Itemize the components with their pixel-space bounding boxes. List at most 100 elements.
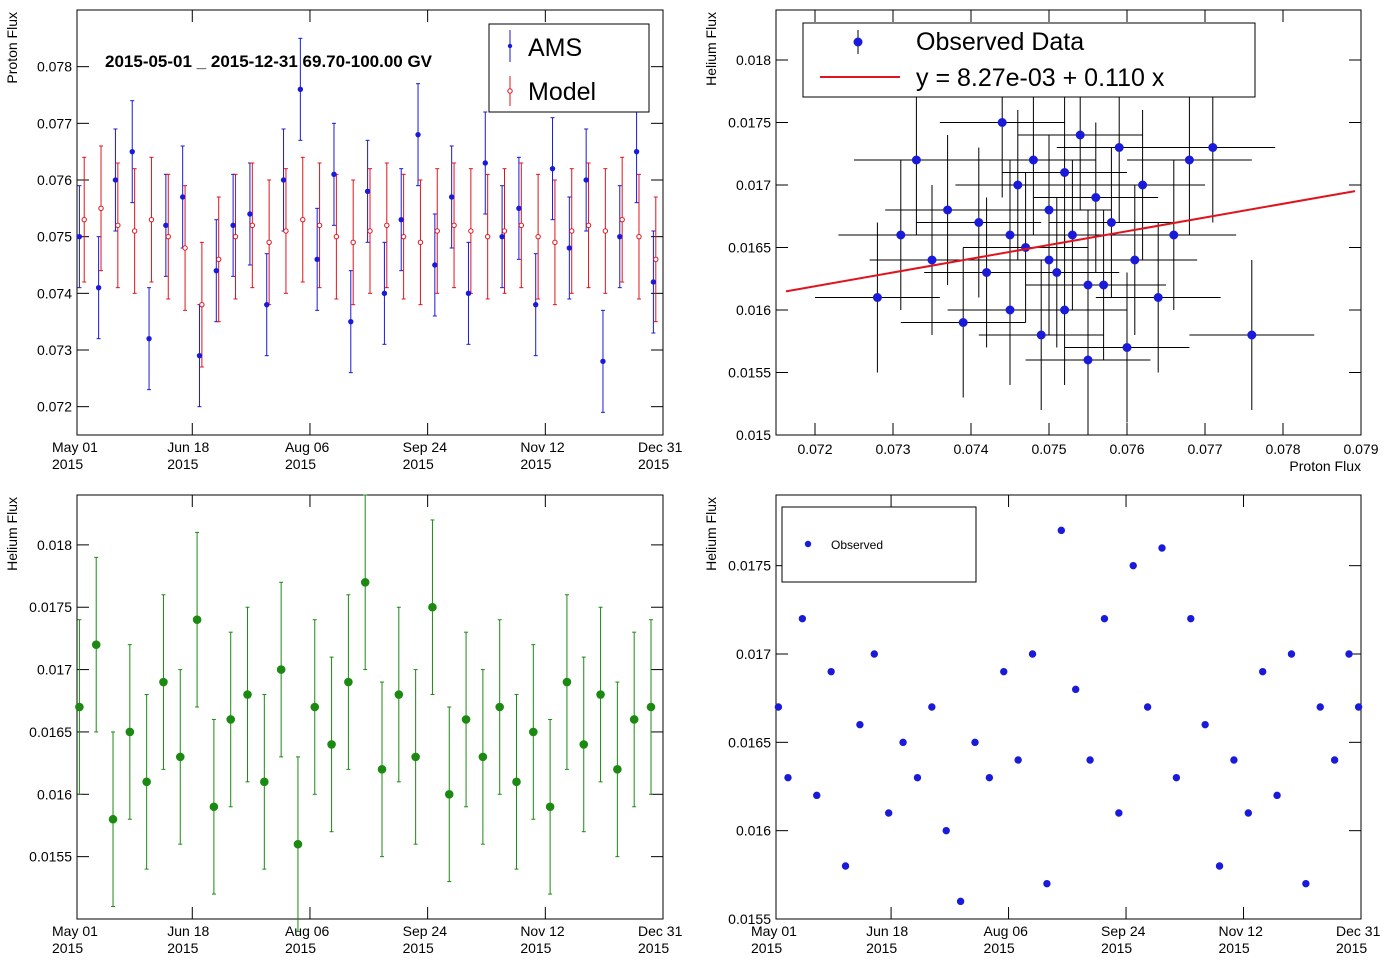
- helium-observed-point: [1115, 809, 1123, 817]
- y-tick-label: 0.0155: [728, 911, 771, 927]
- model-point: [518, 222, 525, 229]
- helium-point: [629, 715, 639, 724]
- legend-label-observed: Observed: [831, 538, 883, 552]
- y-tick-label: 0.016: [736, 823, 771, 839]
- x-tick-label: Nov 12: [520, 923, 565, 939]
- helium-observed-point: [899, 738, 907, 747]
- observed-point: [997, 118, 1007, 127]
- ams-point: [549, 165, 556, 172]
- helium-observed-point: [870, 650, 878, 658]
- legend-observed-marker: [804, 540, 812, 548]
- helium-observed-point: [913, 773, 922, 782]
- model-point: [165, 233, 171, 240]
- x-tick-label: Dec 31: [638, 439, 683, 455]
- x-tick-label: Aug 06: [984, 923, 1029, 939]
- model-point: [300, 216, 306, 223]
- observed-point: [1130, 255, 1140, 265]
- y-tick-label: 0.016: [37, 786, 72, 802]
- helium-observed-point: [1187, 614, 1195, 623]
- legend-observed-marker: [853, 37, 863, 47]
- x-tick-label: 0.075: [1031, 441, 1066, 457]
- legend-label-ams: AMS: [528, 34, 582, 62]
- model-point: [131, 228, 138, 234]
- observed-point: [1106, 218, 1116, 227]
- model-point: [468, 228, 474, 234]
- helium-observed-point: [1345, 650, 1353, 658]
- y-axis-label: Helium Flux: [703, 497, 719, 571]
- ams-point: [381, 290, 388, 297]
- ams-point: [482, 160, 488, 166]
- observed-point: [1067, 230, 1077, 240]
- model-point: [350, 239, 356, 246]
- x-tick-label-year: 2015: [1219, 940, 1250, 956]
- helium-point: [428, 602, 437, 612]
- observed-point: [1044, 255, 1054, 265]
- observed-point: [1169, 230, 1179, 240]
- helium-observed-point: [884, 809, 893, 817]
- helium-observed-point: [856, 720, 864, 729]
- observed-point: [1099, 280, 1109, 290]
- model-point: [569, 228, 575, 234]
- model-point: [585, 222, 592, 229]
- x-tick-label: Sep 24: [403, 923, 448, 939]
- y-tick-label: 0.018: [736, 52, 771, 68]
- y-tick-label: 0.017: [736, 177, 771, 193]
- helium-point: [327, 740, 336, 749]
- ams-point: [398, 216, 404, 223]
- observed-point: [927, 255, 937, 265]
- x-tick-label: Jun 18: [167, 439, 209, 455]
- plot-frame: [775, 9, 1362, 436]
- helium-observed-point: [1086, 756, 1094, 764]
- y-axis-label: Helium Flux: [703, 12, 719, 86]
- helium-observed-point: [942, 826, 950, 835]
- helium-point: [142, 777, 151, 787]
- observed-point: [1052, 268, 1062, 277]
- helium-point: [360, 577, 370, 587]
- x-tick-label: 0.079: [1343, 441, 1378, 457]
- x-tick-label-year: 2015: [52, 940, 83, 956]
- y-tick-label: 0.0175: [29, 599, 72, 615]
- model-point: [333, 233, 340, 240]
- ams-point: [314, 256, 320, 263]
- ams-point: [129, 148, 135, 155]
- y-tick-label: 0.0155: [29, 849, 72, 865]
- observed-point: [943, 205, 953, 215]
- observed-point: [1036, 330, 1046, 340]
- y-tick-label: 0.072: [37, 399, 72, 415]
- observed-point: [1184, 155, 1194, 165]
- observed-point: [896, 230, 906, 240]
- observed-point: [1083, 280, 1093, 290]
- y-tick-label: 0.076: [37, 172, 72, 188]
- observed-point: [1028, 155, 1038, 165]
- legend-label-observed: Observed Data: [916, 28, 1084, 56]
- x-axis-label: Proton Flux: [1289, 458, 1361, 474]
- x-tick-label: Dec 31: [1336, 923, 1381, 939]
- x-tick-label-year: 2015: [866, 940, 897, 956]
- y-tick-label: 0.0165: [728, 734, 771, 750]
- y-tick-label: 0.017: [37, 662, 72, 678]
- x-tick-label-year: 2015: [638, 456, 669, 472]
- x-tick-label: Jun 18: [167, 923, 209, 939]
- x-tick-label: Sep 24: [1101, 923, 1146, 939]
- legend-box: [802, 22, 1256, 98]
- y-tick-label: 0.073: [37, 342, 72, 358]
- helium-observed-point: [1273, 791, 1281, 800]
- x-tick-label: Nov 12: [520, 439, 565, 455]
- model-point: [182, 245, 188, 251]
- helium-observed-point: [1259, 667, 1267, 676]
- model-point: [552, 239, 558, 246]
- legend-model-marker: [507, 88, 513, 94]
- helium-observed-point: [1230, 756, 1238, 764]
- x-tick-label: 0.078: [1265, 441, 1300, 457]
- ams-point: [247, 211, 253, 217]
- model-point: [81, 216, 87, 223]
- y-tick-label: 0.015: [736, 427, 771, 443]
- helium-point: [411, 752, 420, 762]
- y-tick-label: 0.078: [37, 59, 72, 75]
- ams-point: [617, 233, 623, 240]
- legend-label-model: Model: [528, 78, 596, 106]
- helium-observed-point: [1014, 756, 1022, 764]
- y-tick-label: 0.0155: [728, 365, 771, 381]
- model-point: [249, 222, 256, 229]
- helium-point: [344, 677, 353, 687]
